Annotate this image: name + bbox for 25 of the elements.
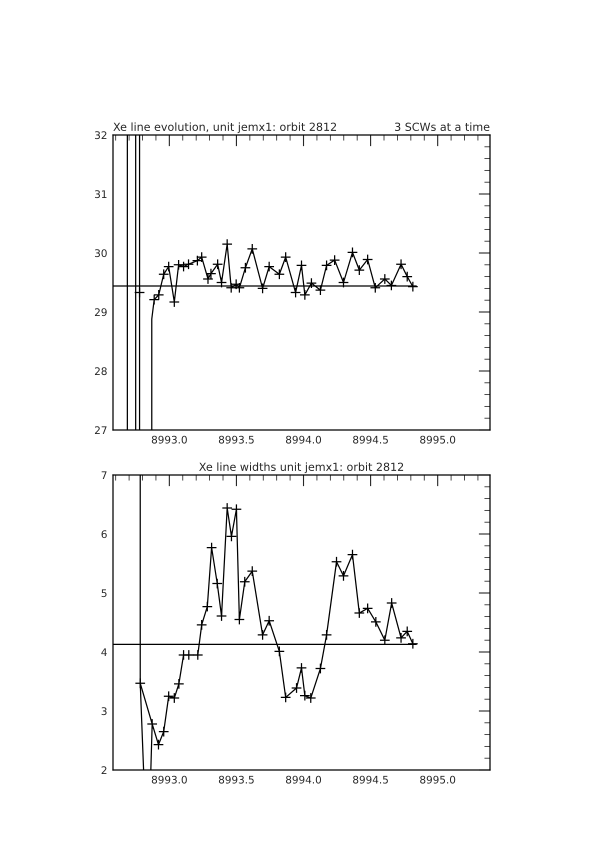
y-tick-label: 7 [102,471,107,479]
y-tick-label: 30 [94,249,107,258]
x-tick-label: 8993.0 [152,436,187,444]
y-tick-label: 5 [102,589,107,598]
x-tick-label: 8995.0 [420,776,456,784]
chart-title: Xe line widths unit jemx1: orbit 2812 [199,462,404,474]
y-tick-label: 29 [94,308,107,316]
x-tick-label: 8994.0 [286,436,322,444]
y-tick-label: 32 [94,131,106,140]
y-tick-label: 4 [101,648,107,656]
x-tick-label: 8993.5 [218,776,254,784]
x-tick-label: 8993.0 [152,776,187,784]
y-tick-label: 3 [102,707,107,716]
x-tick-label: 8994.5 [353,436,388,444]
y-tick-label: 28 [94,367,107,376]
x-tick-label: 8994.0 [286,776,322,784]
y-tick-label: 27 [94,426,107,434]
x-tick-label: 8995.0 [420,436,456,444]
chart-title: Xe line evolution, unit jemx1: orbit 2812 [113,122,336,134]
x-tick-label: 8993.5 [218,436,254,444]
x-tick-label: 8994.5 [353,776,388,784]
y-tick-label: 2 [102,766,106,774]
y-tick-label: 31 [94,190,106,198]
chart-subtitle: 3 SCWs at a time [394,122,490,131]
y-tick-label: 6 [102,530,107,538]
